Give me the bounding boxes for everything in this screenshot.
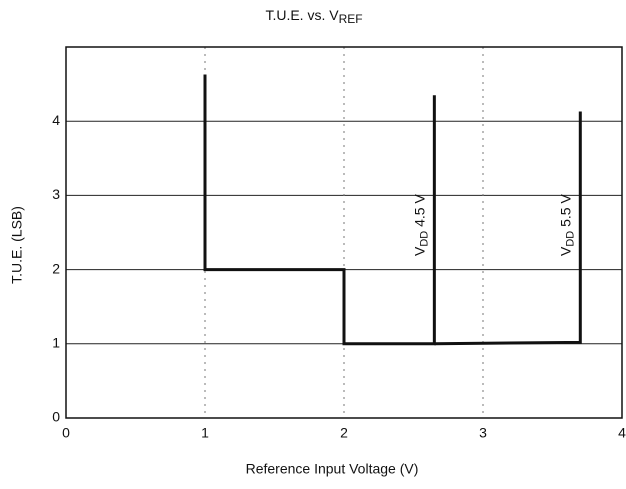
line-label: VDD 5.5 V (557, 194, 576, 256)
plot-frame (65, 46, 623, 419)
label-main: V (411, 246, 427, 256)
line-label: VDD 4.5 V (411, 194, 430, 256)
x-tick-label: 0 (62, 425, 70, 441)
x-tick-label: 1 (201, 425, 209, 441)
title-sub: REF (339, 12, 363, 26)
label-rest: 5.5 V (557, 194, 573, 231)
label-main: V (557, 246, 573, 256)
y-tick-label: 4 (52, 112, 60, 128)
label-sub: DD (564, 231, 576, 247)
chart-title: T.U.E. vs. VREF (265, 7, 362, 26)
step-line (203, 74, 436, 346)
label-sub: DD (418, 231, 430, 247)
label-rest: 4.5 V (411, 194, 427, 231)
x-tick-label: 3 (479, 425, 487, 441)
y-tick-label: 2 (52, 260, 60, 276)
y-tick-label: 3 (52, 186, 60, 202)
y-tick-label: 1 (52, 335, 60, 351)
y-axis-label: T.U.E. (LSB) (9, 206, 25, 284)
title-main: T.U.E. vs. V (265, 7, 339, 23)
x-tick-label: 4 (618, 425, 626, 441)
step-line (434, 111, 582, 346)
x-tick-label: 2 (340, 425, 348, 441)
x-axis-label: Reference Input Voltage (V) (246, 461, 419, 477)
y-tick-label: 0 (52, 409, 60, 425)
